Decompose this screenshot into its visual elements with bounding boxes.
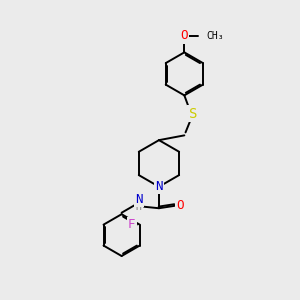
Text: F: F <box>128 218 135 231</box>
Text: CH₃: CH₃ <box>206 31 224 41</box>
Text: O: O <box>181 29 188 42</box>
Text: S: S <box>188 107 197 121</box>
Text: O: O <box>177 199 184 212</box>
Text: N: N <box>135 193 142 206</box>
Text: H: H <box>136 202 142 212</box>
Text: N: N <box>155 180 163 193</box>
